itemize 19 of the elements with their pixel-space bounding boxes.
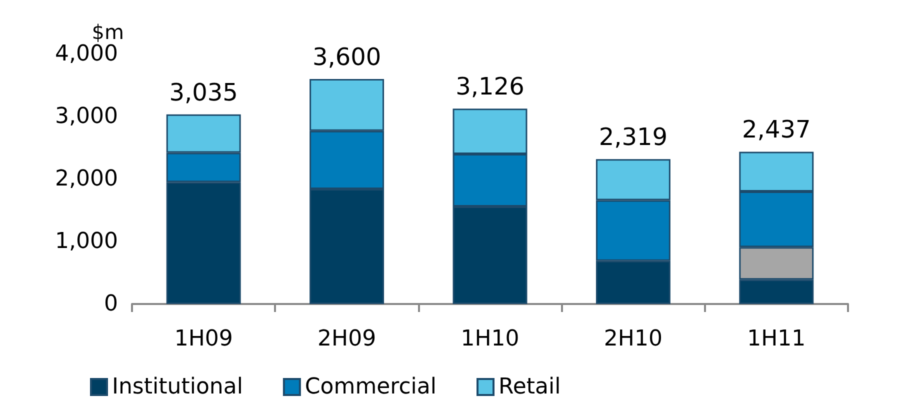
y-axis-title: $m xyxy=(92,20,124,44)
y-tick-label: 2,000 xyxy=(55,166,118,192)
legend-label: Commercial xyxy=(304,374,437,400)
x-tick-label: 1H11 xyxy=(747,326,806,352)
y-tick-label: 1,000 xyxy=(55,229,118,254)
total-label: 2,319 xyxy=(598,123,668,152)
legend-label: Institutional xyxy=(112,374,243,400)
y-tick-label: 4,000 xyxy=(55,42,118,66)
y-tick-label: 3,000 xyxy=(55,104,118,129)
total-label: 2,437 xyxy=(742,116,811,144)
y-tick-label: 0 xyxy=(104,292,118,316)
x-tick-label: 1H10 xyxy=(460,326,520,352)
legend-label: Retail xyxy=(498,374,561,400)
x-tick-label: 2H09 xyxy=(318,326,376,352)
total-label: 3,035 xyxy=(169,78,238,106)
total-label: 3,126 xyxy=(456,72,524,101)
x-tick-label: 1H09 xyxy=(174,326,233,352)
total-label: 3,600 xyxy=(312,43,382,71)
x-tick-label: 2H10 xyxy=(604,326,662,352)
